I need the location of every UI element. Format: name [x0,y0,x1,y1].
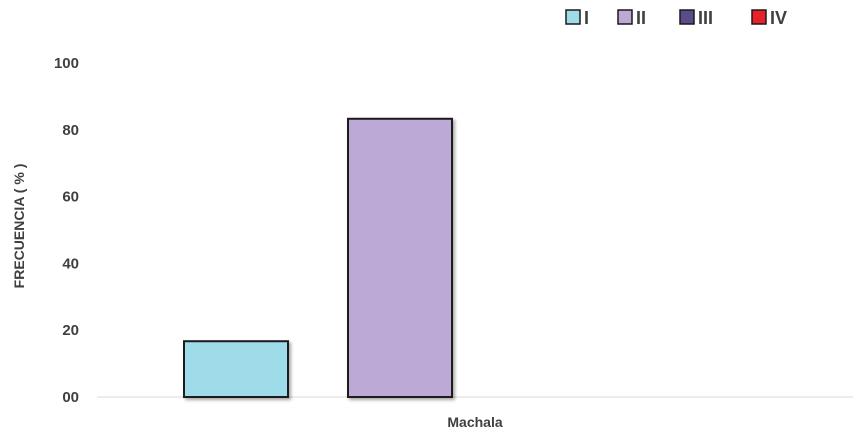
y-tick-label: 20 [62,322,79,339]
legend-item-IV: IV [751,8,787,28]
legend-label: III [698,8,713,28]
y-tick-label: 00 [62,389,79,406]
y-tick-label: 80 [62,122,79,139]
legend-item-II: II [617,8,646,28]
legend-label: IV [770,8,787,28]
y-axis-title: FRECUENCIA ( % ) [11,164,27,289]
legend-swatch [565,9,581,25]
legend-swatch [751,9,767,25]
y-tick-label: 40 [62,255,79,272]
legend-label: I [584,8,589,28]
y-tick-label: 100 [54,55,79,72]
legend: I II III IV [565,8,787,28]
y-axis-ticks: 00 20 40 60 80 100 [54,55,79,406]
bar-I [183,340,289,398]
bar-II [347,117,453,398]
legend-swatch [679,9,695,25]
legend-swatch [617,9,633,25]
x-category-label: Machala [447,414,502,430]
y-tick-label: 60 [62,189,79,206]
legend-item-III: III [679,8,713,28]
bars [183,117,453,398]
legend-label: II [636,8,646,28]
legend-item-I: I [565,8,589,28]
